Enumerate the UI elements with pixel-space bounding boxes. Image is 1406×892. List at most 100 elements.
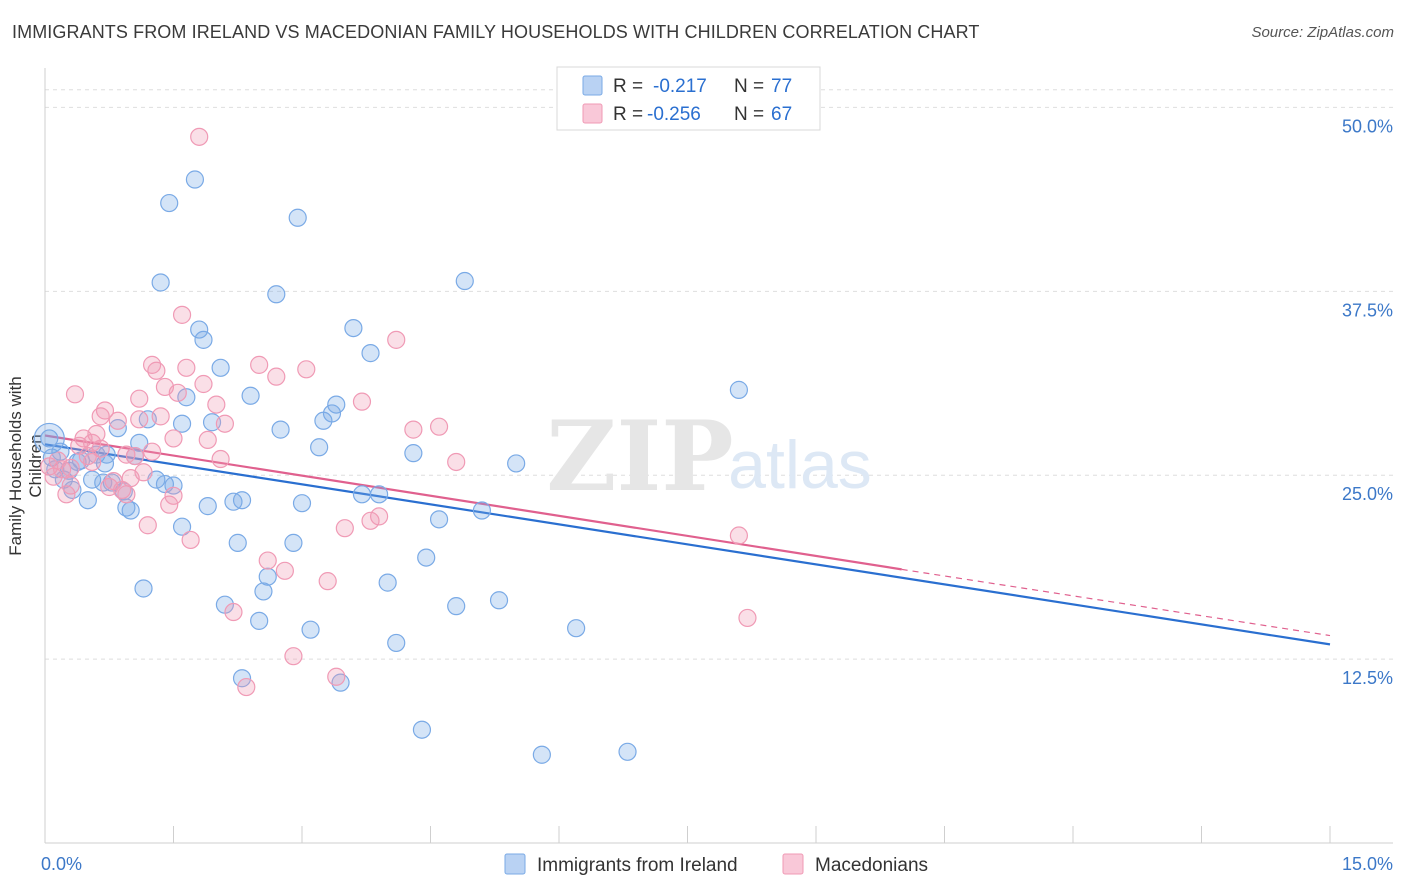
ireland-point-70: [567, 619, 586, 638]
ireland-point-54: [344, 318, 363, 338]
ireland-point-57: [370, 485, 389, 504]
ireland-point-9: [78, 491, 97, 510]
macedonian-point-37: [207, 395, 226, 414]
macedonian-point-53: [370, 507, 389, 526]
ireland-point-61: [412, 720, 432, 739]
macedonian-point-43: [258, 551, 277, 570]
macedonian-point-33: [181, 530, 200, 550]
ireland-point-35: [211, 358, 230, 377]
macedonian-point-4: [57, 485, 76, 504]
macedonian-point-11: [87, 424, 106, 444]
stats-r-label-macedonian: R =: [613, 104, 643, 125]
ireland-point-21: [134, 579, 153, 598]
macedonian-point-45: [275, 561, 294, 580]
ireland-point-33: [198, 497, 217, 516]
ireland-point-large: [33, 422, 65, 455]
macedonian-point-30: [168, 383, 187, 402]
macedonian-point-32: [177, 358, 196, 377]
macedonian-point-61: [738, 608, 757, 628]
gridlines: [45, 89, 1393, 660]
macedonian-point-35: [194, 374, 213, 394]
macedonian-point-21: [130, 410, 149, 429]
macedonian-point-40: [224, 602, 243, 622]
macedonian-point-66: [83, 452, 102, 472]
ireland-point-75: [301, 620, 320, 639]
ireland-point-46: [284, 533, 303, 552]
stats-legend-swatch-ireland: [582, 75, 603, 96]
ireland-point-29: [177, 388, 196, 407]
ireland-point-18: [121, 501, 140, 520]
source-label: Source: ZipAtlas.com: [1251, 24, 1394, 41]
macedonian-point-16: [108, 411, 127, 430]
data-points: [33, 127, 757, 764]
x-tick-label-1: 15.0%: [1342, 854, 1393, 874]
macedonian-point-54: [387, 330, 406, 349]
macedonian-point-25: [147, 361, 166, 380]
legend-swatch-macedonian: [782, 853, 804, 875]
ireland-point-38: [228, 533, 247, 552]
macedonian-point-56: [429, 417, 449, 436]
ireland-point-64: [447, 597, 466, 616]
x-tick-label-0: 0.0%: [41, 854, 82, 874]
ireland-point-41: [250, 611, 269, 630]
ireland-point-47: [288, 208, 307, 227]
macedonian-point-65: [61, 476, 80, 495]
ireland-point-40: [241, 386, 260, 405]
macedonian-point-58: [164, 486, 183, 505]
ireland-point-24: [151, 273, 170, 292]
chart-title: IMMIGRANTS FROM IRELAND VS MACEDONIAN FA…: [12, 22, 980, 42]
stats-legend-swatch-macedonian: [582, 103, 603, 124]
macedonian-point-55: [404, 420, 423, 439]
ireland-point-48: [292, 494, 312, 513]
watermark-atlas: atlas: [728, 427, 872, 503]
macedonian-point-62: [91, 439, 110, 458]
macedonian-point-60: [729, 526, 749, 545]
macedonian-point-64: [130, 389, 149, 408]
macedonian-point-34: [190, 127, 209, 146]
ireland-point-43: [258, 567, 277, 586]
macedonian-point-50: [335, 519, 354, 538]
ireland-point-62: [417, 548, 436, 567]
ireland-point-72: [729, 380, 749, 399]
macedonian-point-63: [117, 445, 136, 464]
ireland-point-42: [254, 582, 273, 601]
ireland-point-15: [108, 419, 127, 438]
legend-label-ireland: Immigrants from Ireland: [537, 855, 738, 876]
stats-legend: R = -0.217 N = 77 R = -0.256 N = 67: [556, 66, 821, 131]
ireland-point-52: [327, 395, 346, 414]
ireland-point-69: [532, 745, 551, 764]
macedonian-point-31: [172, 305, 192, 324]
macedonian-point-49: [327, 667, 346, 686]
macedonian-point-36: [198, 430, 217, 450]
ireland-point-32: [194, 330, 213, 349]
ireland-point-0: [40, 429, 59, 448]
ireland-point-56: [361, 344, 380, 363]
macedonian-trend-line: [44, 434, 902, 571]
axes: [44, 68, 1393, 844]
ireland-point-31: [190, 320, 209, 339]
ireland-point-45: [271, 420, 290, 439]
y-tick-label-3: 12.5%: [1342, 668, 1393, 688]
macedonian-point-5: [61, 458, 80, 477]
macedonian-point-57: [447, 452, 466, 472]
ireland-point-74: [232, 669, 252, 688]
macedonian-trend-extension: [901, 568, 1331, 637]
ireland-point-63: [429, 510, 449, 529]
stats-r-value-macedonian: -0.256: [647, 104, 701, 125]
series-legend: Immigrants from Ireland Macedonians: [504, 853, 928, 876]
ireland-point-67: [489, 591, 509, 610]
macedonian-point-44: [267, 367, 286, 386]
macedonian-point-26: [151, 407, 170, 426]
watermark: ZIP atlas: [546, 400, 871, 513]
ireland-point-68: [507, 454, 526, 473]
ireland-point-39: [232, 491, 252, 510]
macedonian-point-6: [65, 385, 85, 404]
macedonian-point-38: [211, 449, 230, 469]
stats-n-value-macedonian: 67: [771, 104, 792, 125]
macedonian-point-13: [95, 401, 115, 420]
ireland-point-66: [472, 501, 491, 520]
macedonian-point-59: [142, 442, 162, 461]
ireland-point-59: [387, 633, 406, 653]
ireland-point-65: [455, 271, 474, 291]
